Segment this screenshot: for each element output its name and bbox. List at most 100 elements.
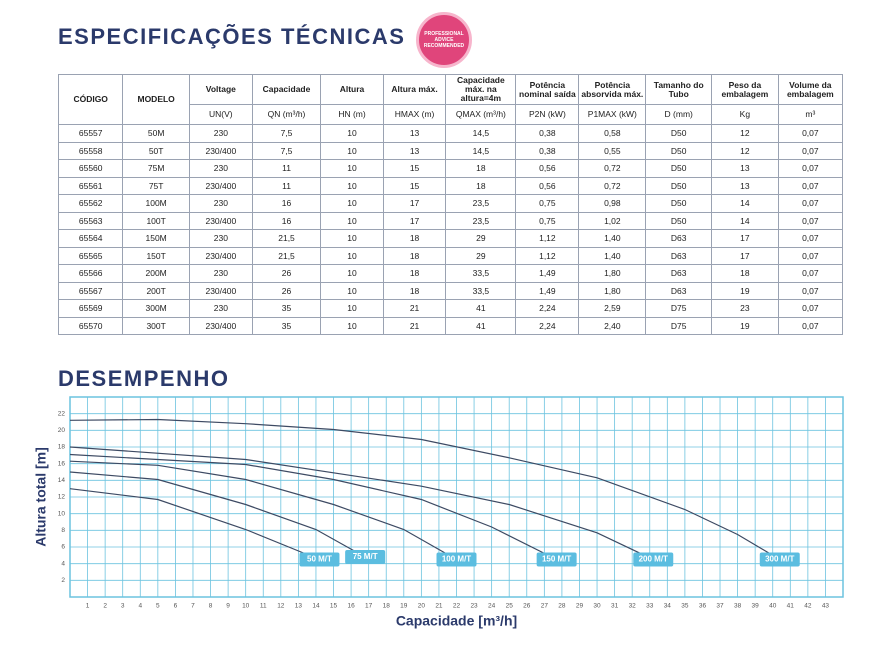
table-cell: 65560 [57, 159, 124, 178]
table-cell: D50 [645, 176, 713, 195]
table-cell: 13 [711, 159, 779, 178]
table-cell: 230/400 [188, 246, 253, 265]
plot-frame [69, 396, 844, 598]
table-cell: 150T [122, 246, 190, 265]
table-row: 65558 50T 230/400 7,5 10 13 14,5 0,38 0,55 D50 12 0… [57, 141, 844, 160]
table-row: 65563 100T 230/400 16 10 17 23,5 0,75 1,02 D50 14 0… [57, 211, 844, 230]
x-tick-label: 7 [191, 603, 195, 610]
y-tick-label: 2 [61, 577, 65, 584]
table-cell: 0,07 [777, 264, 844, 283]
curve-label-box [345, 550, 386, 564]
x-tick-label: 22 [453, 603, 461, 610]
table-cell: D50 [645, 159, 713, 178]
table-cell: 150M [122, 229, 190, 248]
y-tick-label: 6 [61, 544, 65, 551]
table-cell: 1,49 [515, 281, 580, 300]
table-cell: 10 [320, 264, 384, 283]
curve-label: 75 M/T [353, 552, 378, 561]
y-axis-label: Altura total [m] [33, 447, 49, 547]
x-tick-label: 35 [681, 603, 689, 610]
y-tick-label: 18 [58, 444, 66, 451]
table-cell: 230/400 [188, 211, 253, 230]
table-cell: 18 [445, 176, 517, 195]
table-cell: D50 [645, 194, 713, 213]
table-cell: 16 [251, 194, 322, 213]
table-row: 65570 300T 230/400 35 10 21 41 2,24 2,40 D75 19 0,0… [57, 316, 844, 335]
table-cell: 0,72 [578, 176, 647, 195]
table-cell: 41 [445, 316, 517, 335]
table-cell: D75 [645, 299, 713, 318]
table-cell: 0,72 [578, 159, 647, 178]
table-cell: 11 [251, 159, 322, 178]
table-cell: 10 [320, 176, 384, 195]
column-unit: Kg [711, 104, 779, 125]
x-tick-label: 5 [156, 603, 160, 610]
table-cell: 10 [320, 211, 384, 230]
table-cell: 13 [711, 176, 779, 195]
column-header: Altura [320, 74, 384, 105]
table-cell: 12 [711, 141, 779, 160]
curve-label-box [536, 552, 577, 567]
table-cell: 18 [382, 229, 447, 248]
table-cell: 0,07 [777, 316, 844, 335]
table-cell: 65565 [57, 246, 124, 265]
table-cell: 1,49 [515, 264, 580, 283]
curve [69, 471, 366, 558]
x-tick-label: 3 [121, 603, 125, 610]
x-tick-label: 14 [312, 603, 320, 610]
table-cell: D63 [645, 246, 713, 265]
table-row: 65569 300M 230 35 10 21 41 2,24 2,59 D75 23 0,07 [57, 299, 844, 318]
table-cell: 14 [711, 194, 779, 213]
curve-label-box [759, 552, 800, 567]
x-axis-label: Capacidade [m³/h] [396, 613, 517, 629]
table-cell: 1,12 [515, 246, 580, 265]
column-header: Capacidade máx. na altura=4m [445, 74, 517, 105]
table-cell: 65557 [57, 124, 124, 143]
column-header: MODELO [122, 74, 190, 125]
x-tick-label: 34 [664, 603, 672, 610]
table-cell: 10 [320, 159, 384, 178]
table-cell: 19 [711, 316, 779, 335]
x-tick-label: 32 [629, 603, 637, 610]
y-tick-label: 14 [58, 477, 66, 484]
table-cell: 0,58 [578, 124, 647, 143]
x-tick-label: 19 [400, 603, 408, 610]
table-cell: 100M [122, 194, 190, 213]
curve-label-box [436, 552, 477, 567]
table-cell: 230 [188, 299, 253, 318]
x-tick-label: 39 [752, 603, 760, 610]
table-cell: 0,75 [515, 194, 580, 213]
table-cell: 65570 [57, 316, 124, 335]
table-cell: 33,5 [445, 281, 517, 300]
table-row: 65557 50M 230 7,5 10 13 14,5 0,38 0,58 D50 12 0,07 [57, 124, 844, 143]
table-cell: 21 [382, 316, 447, 335]
table-cell: D50 [645, 124, 713, 143]
table-row: 65560 75M 230 11 10 15 18 0,56 0,72 D50 13 0,07 [57, 159, 844, 178]
x-tick-label: 40 [769, 603, 777, 610]
table-cell: 65563 [57, 211, 124, 230]
x-tick-label: 29 [576, 603, 584, 610]
table-cell: 200M [122, 264, 190, 283]
curve [69, 453, 557, 561]
table-cell: 0,07 [777, 299, 844, 318]
column-header: Volume da embalagem [777, 74, 844, 105]
table-cell: 12 [711, 124, 779, 143]
table-cell: 21,5 [251, 246, 322, 265]
table-cell: 16 [251, 211, 322, 230]
table-cell: 65558 [57, 141, 124, 160]
column-unit: UN(V) [188, 104, 253, 125]
column-unit: m³ [777, 104, 844, 125]
x-tick-label: 43 [822, 603, 830, 610]
x-tick-label: 31 [611, 603, 619, 610]
table-cell: 65567 [57, 281, 124, 300]
y-tick-label: 12 [58, 494, 66, 501]
table-cell: 1,40 [578, 229, 647, 248]
column-unit: HN (m) [320, 104, 384, 125]
table-cell: 19 [711, 281, 779, 300]
x-tick-label: 1 [86, 603, 90, 610]
section-title: DESEMPENHO [58, 366, 230, 391]
table-cell: 26 [251, 264, 322, 283]
table-row: 65567 200T 230/400 26 10 18 33,5 1,49 1,80 D63 19 0… [57, 281, 844, 300]
table-cell: D50 [645, 141, 713, 160]
